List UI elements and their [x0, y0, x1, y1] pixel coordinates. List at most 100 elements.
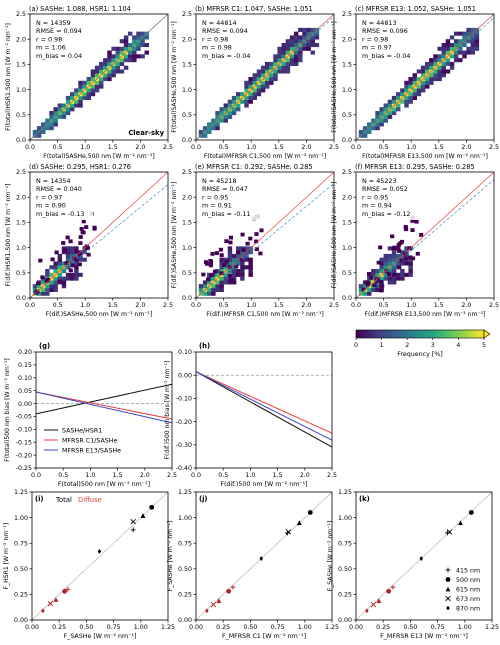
- density-cell: [252, 92, 258, 97]
- density-cell: [314, 35, 320, 40]
- density-cell: [254, 239, 259, 244]
- regression-line: [29, 13, 169, 141]
- y-tick-label: 2.5: [182, 11, 192, 18]
- density-cell: [293, 35, 299, 40]
- series-line: [35, 391, 173, 420]
- stat-line: m_bias = -0.12: [362, 210, 410, 218]
- density-cell: [36, 126, 42, 131]
- density-cell: [36, 284, 42, 289]
- circle-marker: [226, 588, 232, 594]
- x-tick-label: 0.0: [25, 144, 35, 151]
- density-cell: [140, 31, 145, 36]
- density-cell: [412, 80, 418, 85]
- stats-background: [33, 175, 93, 220]
- density-cell: [404, 99, 409, 104]
- density-cell: [378, 279, 384, 284]
- x-tick-label: 1.5: [274, 302, 284, 309]
- density-cell: [61, 241, 66, 245]
- density-cell: [224, 259, 229, 264]
- density-cell: [53, 269, 58, 274]
- diamond-marker: [259, 556, 264, 561]
- cross-marker: [210, 601, 217, 608]
- density-cell: [387, 261, 393, 266]
- density-cell: [379, 118, 384, 123]
- density-cell: [132, 54, 137, 59]
- density-cell: [293, 58, 299, 63]
- circle-marker: [468, 510, 474, 515]
- stat-line: m = 0.94: [362, 202, 392, 210]
- density-cell: [453, 31, 459, 36]
- density-cell: [227, 269, 233, 274]
- density-cell: [375, 126, 380, 131]
- density-cell: [273, 58, 278, 63]
- density-cell: [474, 46, 480, 51]
- y-tick-label: -0.05: [16, 414, 32, 421]
- density-cell: [49, 265, 54, 270]
- density-cell: [379, 288, 384, 293]
- density-cell: [414, 219, 419, 224]
- density-cell: [474, 39, 480, 44]
- density-cell: [387, 103, 393, 108]
- density-cell: [375, 284, 380, 289]
- x-tick-label: 2.0: [140, 472, 150, 479]
- x-tick-label: 0.5: [218, 472, 228, 479]
- density-cell: [420, 80, 426, 85]
- x-axis-label: F_SASHe [W m⁻² nm⁻¹]: [64, 633, 137, 640]
- density-cell: [57, 253, 63, 258]
- density-cell: [441, 42, 446, 48]
- density-cell: [269, 73, 274, 78]
- density-cell: [111, 58, 116, 63]
- density-cell: [65, 250, 71, 255]
- density-cell: [36, 133, 42, 138]
- density-cell: [289, 39, 295, 44]
- density-cell: [387, 114, 393, 119]
- density-cell: [111, 69, 116, 74]
- density-cell: [408, 265, 413, 270]
- density-cell: [408, 92, 413, 97]
- density-cell: [111, 73, 116, 78]
- density-cell: [223, 280, 229, 285]
- density-cell: [252, 73, 258, 78]
- density-cell: [74, 276, 79, 281]
- density-cell: [64, 261, 69, 265]
- density-cell: [78, 88, 83, 93]
- stat-line: r = 0.97: [36, 193, 62, 201]
- density-cell: [74, 99, 79, 104]
- x-tick-label: 1.5: [108, 144, 118, 151]
- density-cell: [94, 80, 100, 85]
- stats-background: [359, 17, 419, 62]
- density-cell: [123, 42, 129, 48]
- scatter-panel-k: 0.00 0.25 0.50 0.75 1.00 1.250.000.250.500.75…: [327, 489, 499, 640]
- density-cell: [223, 114, 229, 119]
- density-cell: [289, 42, 295, 48]
- stat-line: m = 0.98: [202, 44, 232, 52]
- density-cell: [99, 65, 104, 70]
- density-cell: [314, 42, 320, 48]
- wavelength-legend: 415 nm 500 nm 615 nm 673 nm 870 nm: [445, 567, 480, 612]
- density-cell: [90, 69, 96, 74]
- density-cell: [240, 232, 245, 237]
- density-cell: [437, 46, 442, 51]
- density-cell: [470, 27, 475, 32]
- colorbar-bar: [355, 329, 485, 339]
- density-cell: [441, 69, 446, 74]
- density-cell: [365, 282, 371, 287]
- density-cell: [231, 111, 237, 116]
- panel-title: (h): [199, 342, 210, 350]
- density-cell: [209, 273, 214, 278]
- density-cell: [383, 265, 389, 270]
- density-cell: [358, 287, 364, 292]
- stat-line: N = 14359: [36, 19, 71, 27]
- x-tick-label: 2.0: [301, 144, 311, 151]
- triangle-marker: [458, 520, 463, 526]
- y-tick-label: 2.5: [342, 169, 352, 176]
- density-cell: [383, 114, 389, 119]
- density-cell: [302, 42, 307, 48]
- density-cell: [302, 35, 307, 40]
- density-cell: [392, 245, 397, 250]
- density-cell: [90, 88, 96, 93]
- density-cell: [425, 61, 430, 66]
- density-cell: [420, 69, 426, 74]
- axes-frame: [195, 13, 335, 141]
